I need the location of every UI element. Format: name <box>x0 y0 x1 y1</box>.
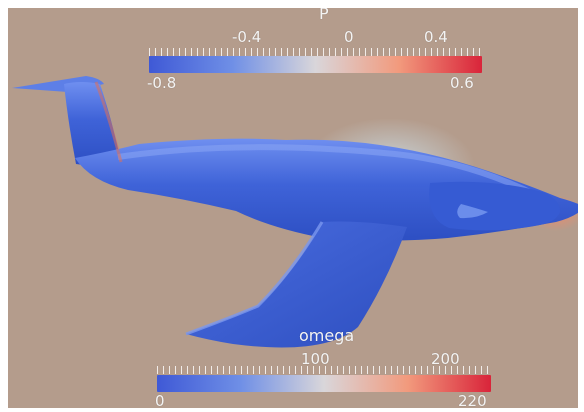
omega-tick-label: 100 <box>301 350 330 368</box>
pressure-colorbar-title: P <box>319 8 329 23</box>
omega-colorbar-title: omega <box>299 326 355 345</box>
pressure-tick-label: 0.4 <box>424 28 448 46</box>
tail-fin <box>64 82 121 166</box>
pressure-colorbar <box>149 56 482 73</box>
omega-min-label: 0 <box>155 392 165 409</box>
omega-colorbar <box>157 375 491 392</box>
visualization-frame: P -0.4 0 0.4 -0.8 0.6 omega 100 200 0 22… <box>8 8 578 408</box>
pressure-colorbar-ticks <box>149 48 482 56</box>
omega-colorbar-ticks <box>157 366 491 374</box>
main-wing <box>186 221 407 348</box>
omega-max-label: 220 <box>458 392 487 409</box>
pressure-min-label: -0.8 <box>147 74 177 92</box>
fuselage-highlight <box>117 144 540 199</box>
pressure-tick-label: -0.4 <box>232 28 262 46</box>
omega-tick-label: 200 <box>431 350 460 368</box>
pressure-tick-label: 0 <box>344 28 354 46</box>
engine-pod <box>429 181 561 231</box>
engine-intake <box>457 204 488 219</box>
pressure-max-label: 0.6 <box>450 74 474 92</box>
wing-leading-edge <box>185 221 324 336</box>
tail-edge-highlight <box>94 81 123 163</box>
aircraft-scene <box>8 8 578 408</box>
